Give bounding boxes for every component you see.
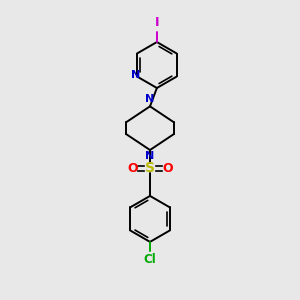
- Text: S: S: [145, 161, 155, 176]
- Text: N: N: [146, 151, 154, 161]
- Text: Cl: Cl: [144, 253, 156, 266]
- Text: O: O: [128, 162, 138, 175]
- Text: O: O: [162, 162, 172, 175]
- Text: N: N: [146, 94, 154, 104]
- Text: I: I: [154, 16, 159, 29]
- Text: N: N: [130, 70, 140, 80]
